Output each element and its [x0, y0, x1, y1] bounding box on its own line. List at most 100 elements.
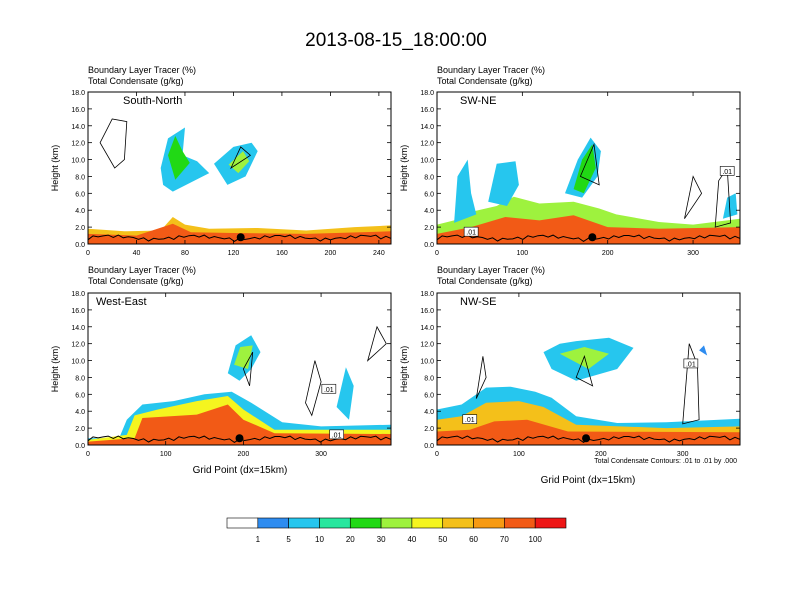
colorbar-label: 20	[346, 535, 355, 544]
x-tick-label: 200	[602, 250, 614, 257]
condensate-contour	[475, 356, 487, 399]
panel-2-tracer-label: Boundary Layer Tracer (%)	[437, 65, 546, 75]
tracer-region	[228, 151, 250, 174]
x-axis-label: Grid Point (dx=15km)	[541, 475, 636, 486]
x-tick-label: 240	[373, 250, 385, 257]
colorbar-label: 50	[438, 535, 447, 544]
contour-label: .01	[722, 169, 732, 176]
y-tick-label: 18.0	[71, 90, 85, 97]
y-axis-label: Height (km)	[399, 145, 409, 192]
location-marker	[588, 233, 597, 242]
tracer-region	[168, 135, 190, 180]
x-tick-label: 0	[435, 451, 439, 458]
colorbar-swatch	[226, 517, 259, 529]
panel-4-labels: Boundary Layer Tracer (%) Total Condensa…	[437, 265, 545, 287]
y-tick-label: 12.0	[71, 342, 85, 349]
x-tick-label: 100	[513, 451, 525, 458]
y-tick-label: 18.0	[71, 291, 85, 298]
panel-4: .01 .01 NW-SE 0.0 2.0 4.0 6.0 8.0 10.0 12.0 14.0 16…	[399, 291, 741, 486]
panel-title: NW-SE	[460, 296, 496, 308]
y-tick-label: 4.0	[424, 409, 434, 416]
contour-label: .01	[465, 417, 475, 424]
y-tick-label: 4.0	[75, 409, 85, 416]
panel-2: .01 .01 SW-NE 0.0 2.0 4.0 6.0 8.0 10.0 12.0 14.0 16…	[399, 90, 741, 257]
x-tick-label: 200	[325, 250, 337, 257]
y-tick-label: 4.0	[424, 208, 434, 215]
x-tick-label: 160	[276, 250, 288, 257]
x-tick-label: 100	[517, 250, 529, 257]
y-tick-label: 16.0	[71, 107, 85, 114]
y-tick-label: 0.0	[75, 242, 85, 249]
colorbar: 1 5 10 20 30 40 50 60 70 100	[226, 517, 567, 544]
colorbar-label: 70	[500, 535, 509, 544]
x-tick-label: 80	[181, 250, 189, 257]
x-tick-label: 0	[86, 451, 90, 458]
y-tick-label: 6.0	[424, 392, 434, 399]
y-tick-label: 6.0	[75, 191, 85, 198]
y-tick-label: 2.0	[424, 426, 434, 433]
panel-3-condensate-label: Total Condensate (g/kg)	[88, 276, 184, 286]
panel-2-condensate-label: Total Condensate (g/kg)	[437, 76, 533, 86]
y-tick-label: 10.0	[71, 158, 85, 165]
tracer-region	[437, 215, 740, 244]
panel-1-tracer-label: Boundary Layer Tracer (%)	[88, 65, 197, 75]
contour-label-box	[683, 358, 699, 369]
y-tick-label: 2.0	[75, 426, 85, 433]
y-tick-label: 8.0	[75, 375, 85, 382]
contour-note: Total Condensate Contours: .01 to .01 by…	[594, 458, 737, 465]
y-tick-label: 18.0	[420, 90, 434, 97]
x-tick-label: 40	[133, 250, 141, 257]
plot-frame	[436, 292, 741, 446]
y-tick-label: 12.0	[71, 141, 85, 148]
y-tick-label: 6.0	[424, 191, 434, 198]
y-tick-label: 18.0	[420, 291, 434, 298]
condensate-contour	[305, 360, 322, 417]
colorbar-swatch	[504, 517, 536, 529]
panel-title: SW-NE	[460, 95, 496, 107]
colorbar-swatch	[442, 517, 474, 529]
x-axis-label: Grid Point (dx=15km)	[193, 465, 288, 476]
panel-title: West-East	[96, 296, 147, 308]
y-tick-label: 14.0	[420, 325, 434, 332]
y-axis-label: Height (km)	[50, 145, 60, 192]
y-tick-label: 6.0	[75, 392, 85, 399]
location-marker	[582, 434, 591, 443]
tracer-region	[454, 159, 477, 223]
y-tick-label: 2.0	[424, 225, 434, 232]
y-tick-label: 0.0	[424, 242, 434, 249]
x-tick-label: 200	[595, 451, 607, 458]
colorbar-swatch	[319, 517, 351, 529]
condensate-contour	[575, 355, 594, 387]
y-tick-label: 16.0	[71, 308, 85, 315]
contour-label-box	[719, 166, 735, 176]
y-tick-label: 4.0	[75, 208, 85, 215]
tracer-region	[559, 347, 609, 369]
panel-1-condensate-label: Total Condensate (g/kg)	[88, 76, 184, 86]
tracer-region	[573, 144, 596, 194]
colorbar-swatch	[473, 517, 505, 529]
y-tick-label: 16.0	[420, 107, 434, 114]
x-tick-label: 0	[86, 250, 90, 257]
colorbar-label: 10	[315, 535, 324, 544]
contour-label: .01	[324, 387, 334, 394]
colorbar-swatch	[349, 517, 382, 529]
y-tick-label: 10.0	[71, 359, 85, 366]
plot-frame	[436, 91, 741, 245]
y-tick-label: 8.0	[424, 375, 434, 382]
y-tick-label: 16.0	[420, 308, 434, 315]
y-tick-label: 0.0	[424, 443, 434, 450]
plot-frame	[87, 91, 392, 245]
colorbar-label: 1	[256, 535, 261, 544]
condensate-contour	[230, 146, 252, 170]
colorbar-swatch	[411, 517, 444, 529]
tracer-region	[88, 404, 391, 445]
x-tick-label: 300	[315, 451, 327, 458]
colorbar-swatch	[534, 517, 567, 529]
condensate-contour	[684, 175, 703, 219]
y-tick-label: 12.0	[420, 141, 434, 148]
condensate-contour	[242, 351, 254, 387]
colorbar-swatch	[257, 517, 289, 529]
panel-3: .01 .01 West-East 0.0 2.0 4.0 6.0 8.0 10.0 12.0 14…	[50, 291, 392, 476]
contour-label: .01	[332, 432, 342, 439]
